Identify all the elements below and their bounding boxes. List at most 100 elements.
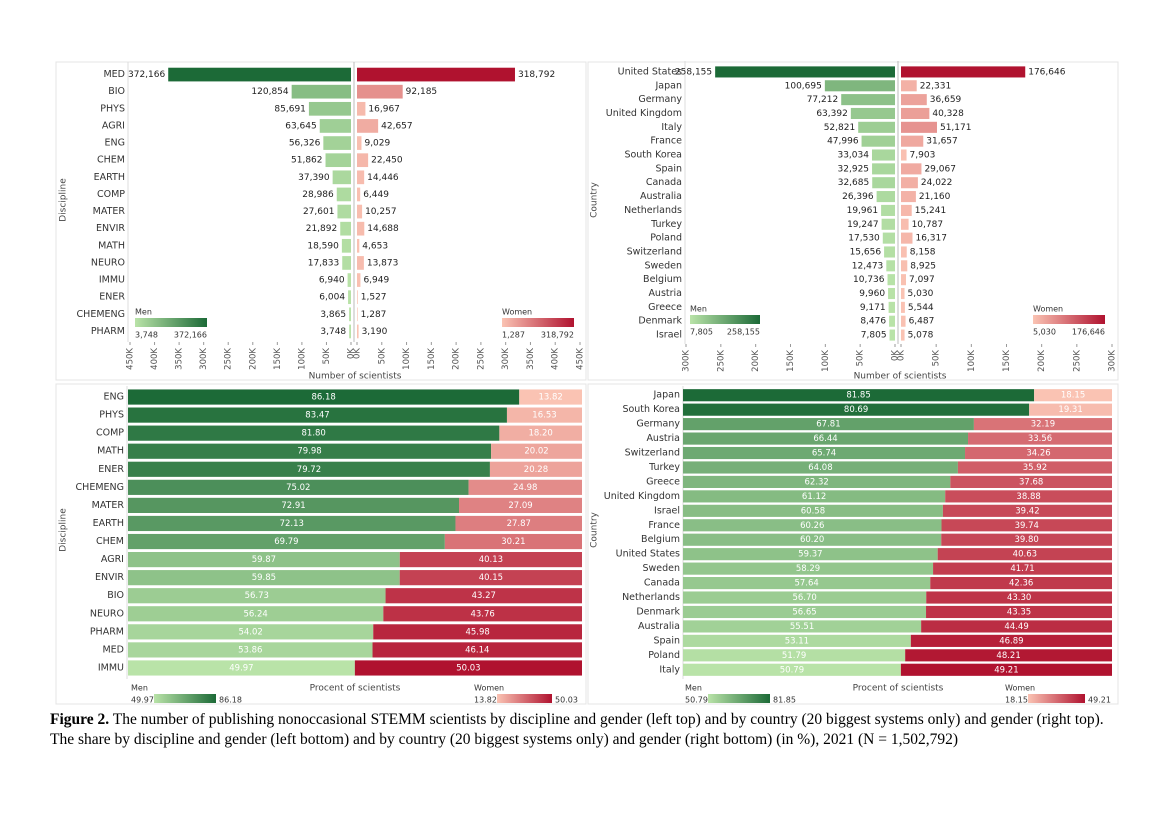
x-tick-label: 300K [682,350,692,372]
bar-segment [468,479,582,495]
bar [858,121,895,133]
bar-segment [459,497,582,513]
y-tick-label: United Kingdom [604,491,680,502]
legend-max: 81.85 [773,696,796,705]
bar [357,290,358,305]
legend-max: 372,166 [174,331,207,340]
legend-color-scale [1028,694,1085,703]
bar-segment [373,624,582,640]
value-label: 258,155 [675,67,712,77]
x-tick-label: 150K [786,350,796,372]
bar [308,101,351,116]
bar [901,80,917,92]
y-tick-label: United States [616,549,680,560]
x-tick-label: 200K [1037,350,1047,372]
bar [319,119,351,133]
panel-frame [587,383,1119,705]
y-tick-label: ENVIR [96,223,125,234]
legend-max: 50.03 [555,696,578,705]
bar [901,287,905,300]
bar [888,301,895,313]
bar [291,84,351,99]
value-label: 30.21 [501,537,525,547]
value-label: 7,097 [909,275,935,285]
bar [357,84,403,99]
legend-max: 258,155 [727,328,760,337]
legend-color-scale [690,315,760,324]
legend-min: 1,287 [502,331,525,340]
value-label: 15,241 [915,206,947,216]
bar [357,204,363,219]
value-label: 66.44 [813,434,837,444]
bar [887,274,895,286]
value-label: 176,646 [1028,67,1065,77]
bar-segment [942,504,1112,517]
y-tick-label: Australia [638,621,680,632]
bar [901,149,907,161]
y-tick-label: Japan [655,80,683,91]
legend-label: Men [690,305,707,314]
legend-min: 49.97 [131,696,154,705]
bar-segment [921,620,1112,633]
y-tick-label: ENG [105,138,125,149]
value-label: 44.49 [1004,622,1028,632]
value-label: 22,331 [920,81,952,91]
x-tick-label: 350K [526,348,536,370]
bar-segment [385,588,582,604]
value-label: 28,986 [302,190,334,200]
x-tick-label: 0K [353,348,363,359]
value-label: 79.98 [297,447,321,457]
bar-segment [683,663,901,676]
x-tick-label: 50K [856,350,866,367]
value-label: 33.56 [1028,434,1052,444]
bar-segment [683,475,951,488]
value-label: 85,691 [274,104,306,114]
value-label: 9,960 [859,289,885,299]
bar [901,163,922,175]
value-label: 10,787 [912,220,944,230]
value-label: 4,653 [362,241,388,251]
y-tick-label: MED [102,644,124,655]
bar [881,218,895,230]
bar-segment [1034,389,1112,402]
bar-segment [128,642,373,658]
bar [340,221,351,236]
value-label: 60.20 [800,535,824,545]
value-label: 22,450 [371,156,403,166]
x-tick-label: 300K [199,348,209,370]
value-label: 54.02 [238,627,262,637]
caption-label: Figure 2. [50,711,110,728]
y-axis-title: Country [590,511,600,547]
bar-segment [941,519,1112,532]
bar-segment [128,570,400,586]
y-tick-label: CHEMENG [77,309,125,320]
y-tick-label: Greece [646,476,680,487]
bar-segment [683,432,969,445]
value-label: 43.76 [470,609,494,619]
value-label: 6,949 [363,276,389,286]
panel-frame [587,61,1119,381]
value-label: 19.31 [1058,405,1082,415]
y-tick-label: Greece [648,302,682,313]
bar-segment [372,642,582,658]
value-label: 20.02 [524,447,548,457]
value-label: 32,685 [838,178,870,188]
value-label: 120,854 [251,87,288,97]
y-tick-label: Netherlands [624,205,682,216]
value-label: 49.21 [994,665,1018,675]
value-label: 18.15 [1061,391,1085,401]
x-tick-label: 250K [476,348,486,370]
value-label: 6,449 [363,190,389,200]
x-tick-label: 50K [932,350,942,367]
bar [357,324,359,339]
value-label: 34.26 [1026,449,1050,459]
value-label: 64.08 [808,463,832,473]
bar [889,315,895,327]
y-tick-label: France [648,520,680,531]
value-label: 5,544 [908,303,934,313]
bar-segment [128,389,520,405]
value-label: 1,527 [361,293,387,303]
bar-segment [128,479,469,495]
bar-segment [128,515,456,532]
value-label: 63,645 [285,121,317,131]
